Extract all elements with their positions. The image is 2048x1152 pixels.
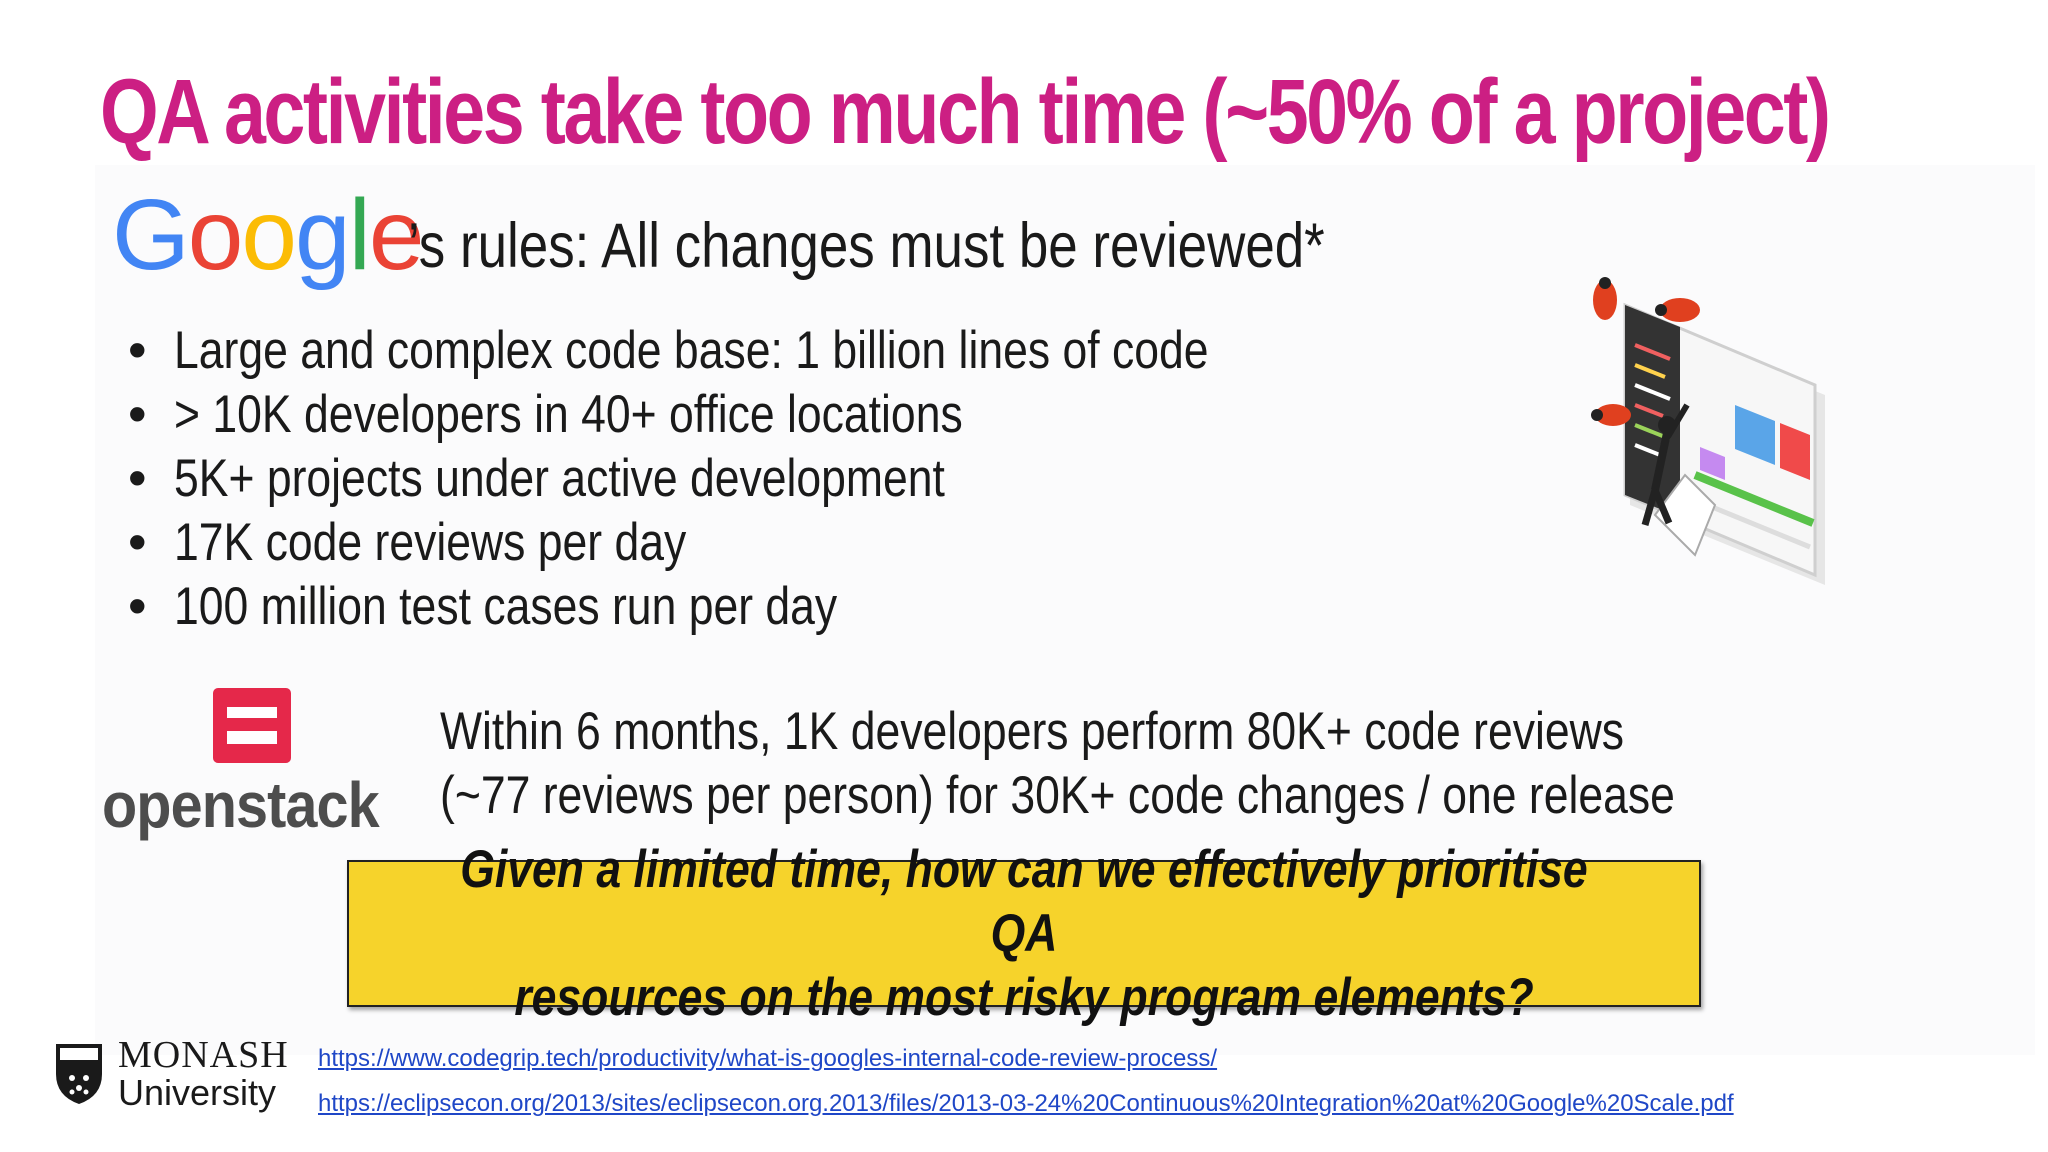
bullet-dot-icon: • [128, 321, 147, 380]
google-logo-letter: l [348, 179, 371, 291]
bullet-text: 17K code reviews per day [174, 513, 687, 572]
google-logo-letter: e [368, 179, 425, 291]
google-logo-letter: G [112, 179, 190, 291]
bullet-text: Large and complex code base: 1 billion l… [174, 321, 1209, 380]
openstack-description: Within 6 months, 1K developers perform 8… [440, 700, 1675, 828]
reference-link[interactable]: https://www.codegrip.tech/productivity/w… [318, 1045, 1218, 1072]
question-line: resources on the most risky program elem… [514, 967, 1534, 1027]
openstack-line: (~77 reviews per person) for 30K+ code c… [440, 766, 1675, 825]
google-logo: Google [112, 185, 425, 305]
bullet-dot-icon: • [128, 449, 147, 508]
monash-crest-icon [56, 1044, 102, 1104]
openstack-logo-icon [213, 688, 291, 763]
question-line: Given a limited time, how can we effecti… [460, 839, 1588, 963]
bullet-dot-icon: • [128, 385, 147, 444]
google-rules-text: ’s rules: All changes must be reviewed* [408, 211, 1325, 281]
openstack-logo-text: openstack [102, 769, 380, 841]
bullet-text: > 10K developers in 40+ office locations [174, 385, 963, 444]
monash-name: MONASH [118, 1034, 289, 1076]
google-logo-letter: o [187, 179, 244, 291]
bullet-text: 5K+ projects under active development [174, 449, 945, 508]
monash-subtitle: University [118, 1072, 277, 1113]
bullet-text: 100 million test cases run per day [174, 577, 838, 636]
bug-review-illustration-icon [1591, 277, 1825, 585]
reference-link[interactable]: https://eclipsecon.org/2013/sites/eclips… [318, 1090, 1734, 1117]
question-callout: Given a limited time, how can we effecti… [347, 840, 1701, 1027]
google-logo-letter: o [241, 179, 297, 291]
google-logo-letter: g [295, 179, 351, 291]
bullet-dot-icon: • [128, 513, 147, 572]
openstack-line: Within 6 months, 1K developers perform 8… [440, 702, 1625, 761]
bullet-dot-icon: • [128, 577, 147, 636]
slide-title: QA activities take too much time (~50% o… [100, 61, 1831, 163]
question-text: Given a limited time, how can we effecti… [457, 838, 1591, 1030]
